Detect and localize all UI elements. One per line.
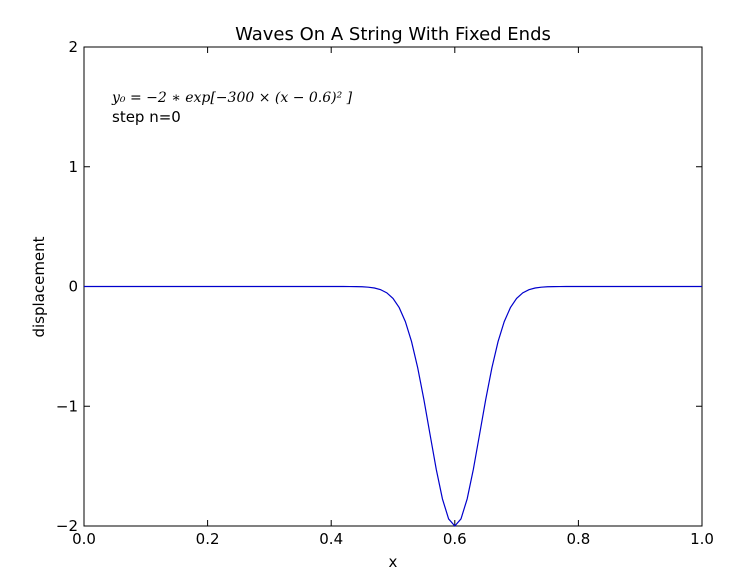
annotation-formula: y₀ = −2 ∗ exp[−300 × (x − 0.6)² ] xyxy=(111,90,353,106)
y-tick-label: −2 xyxy=(56,517,78,535)
y-tick-label: 0 xyxy=(68,278,78,296)
x-tick-label: 0.6 xyxy=(443,530,467,548)
y-tick-label: −1 xyxy=(56,397,78,415)
chart-title: Waves On A String With Fixed Ends xyxy=(235,24,551,45)
annotation-step: step n=0 xyxy=(112,108,181,126)
x-axis-label: x xyxy=(389,553,398,571)
x-tick-label: 0.4 xyxy=(319,530,343,548)
x-tick-label: 0.0 xyxy=(72,530,96,548)
x-tick-label: 0.2 xyxy=(196,530,220,548)
axis-tick-labels: 0.0 0.2 0.4 0.6 0.8 1.0 −2 −1 0 1 2 xyxy=(56,38,714,548)
x-tick-label: 0.8 xyxy=(566,530,590,548)
x-tick-label: 1.0 xyxy=(690,530,714,548)
y-axis-label: displacement xyxy=(30,236,48,337)
y-tick-label: 2 xyxy=(68,38,78,56)
y-tick-label: 1 xyxy=(68,158,78,176)
series-line-displacement xyxy=(84,285,702,527)
